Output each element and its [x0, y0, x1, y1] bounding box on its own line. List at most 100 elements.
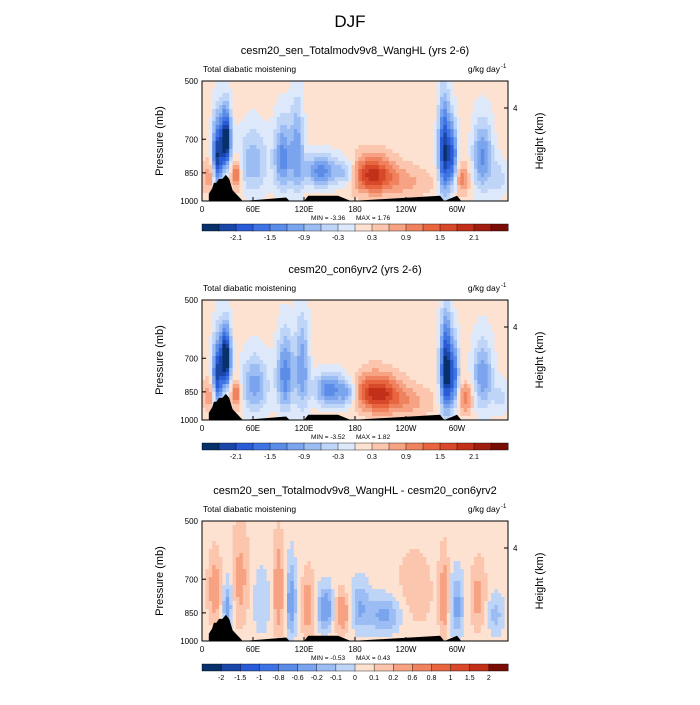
heatmap-cell [270, 308, 274, 312]
heatmap-cell [267, 412, 271, 416]
heatmap-cell [443, 404, 447, 408]
heatmap-cell [205, 304, 209, 308]
heatmap-cell [314, 408, 318, 412]
heatmap-cell [341, 157, 345, 161]
heatmap-cell [443, 320, 447, 324]
heatmap-cell [406, 404, 410, 408]
heatmap-cell [454, 304, 458, 308]
heatmap-cell [212, 117, 216, 121]
heatmap-cell [488, 185, 492, 189]
heatmap-cell [437, 149, 441, 153]
heatmap-cell [335, 344, 339, 348]
heatmap-cell [256, 105, 260, 109]
heatmap-cell [328, 169, 332, 173]
heatmap-cell [471, 101, 475, 105]
heatmap-cell [396, 177, 400, 181]
heatmap-cell [243, 125, 247, 129]
heatmap-cell [355, 109, 359, 113]
heatmap-cell [205, 324, 209, 328]
heatmap-cell [447, 93, 451, 97]
heatmap-cell [426, 173, 430, 177]
heatmap-cell [413, 145, 417, 149]
heatmap-cell [426, 161, 430, 165]
heatmap-cell [290, 89, 294, 93]
heatmap-cell [345, 324, 349, 328]
heatmap-cell [318, 177, 322, 181]
heatmap-cell [382, 308, 386, 312]
heatmap-cell [321, 380, 325, 384]
heatmap-cell [304, 304, 308, 308]
heatmap-cell [362, 81, 366, 85]
heatmap-cell [314, 153, 318, 157]
heatmap-cell [447, 312, 451, 316]
heatmap-cell [433, 97, 437, 101]
heatmap-cell [307, 129, 311, 133]
heatmap-cell [416, 336, 420, 340]
heatmap-cell [267, 161, 271, 165]
heatmap-cell [222, 93, 226, 97]
heatmap-cell [433, 304, 437, 308]
heatmap-cell [284, 352, 288, 356]
heatmap-cell [409, 105, 413, 109]
heatmap-cell [379, 157, 383, 161]
heatmap-cell [345, 380, 349, 384]
heatmap-cell [450, 93, 454, 97]
heatmap-cell [229, 344, 233, 348]
heatmap-cell [287, 336, 291, 340]
heatmap-cell [433, 137, 437, 141]
heatmap-cell [454, 153, 458, 157]
heatmap-cell [277, 181, 281, 185]
heatmap-cell [318, 344, 322, 348]
heatmap-cell [246, 149, 250, 153]
heatmap-cell [233, 392, 237, 396]
heatmap-cell [335, 400, 339, 404]
heatmap-cell [488, 161, 492, 165]
heatmap-cell [416, 380, 420, 384]
heatmap-cell [280, 105, 284, 109]
heatmap-cell [219, 113, 223, 117]
heatmap-cell [243, 137, 247, 141]
heatmap-cell [267, 173, 271, 177]
heatmap-cell [382, 304, 386, 308]
heatmap-cell [345, 153, 349, 157]
heatmap-cell [250, 165, 254, 169]
heatmap-cell [219, 368, 223, 372]
heatmap-cell [392, 360, 396, 364]
heatmap-cell [341, 316, 345, 320]
heatmap-cell [403, 193, 407, 197]
heatmap-cell [491, 177, 495, 181]
heatmap-cell [212, 396, 216, 400]
heatmap-cell [430, 336, 434, 340]
heatmap-cell [297, 185, 301, 189]
heatmap-cell [226, 137, 230, 141]
heatmap-cell [440, 149, 444, 153]
heatmap-cell [454, 129, 458, 133]
heatmap-cell [263, 165, 267, 169]
heatmap-cell [430, 356, 434, 360]
heatmap-cell [450, 328, 454, 332]
heatmap-cell [202, 153, 206, 157]
heatmap-cell [290, 340, 294, 344]
heatmap-cell [250, 169, 254, 173]
heatmap-cell [318, 348, 322, 352]
heatmap-cell [318, 356, 322, 360]
heatmap-cell [389, 312, 393, 316]
heatmap-cell [280, 312, 284, 316]
heatmap-cell [226, 161, 230, 165]
heatmap-cell [216, 356, 220, 360]
heatmap-cell [331, 153, 335, 157]
heatmap-cell [372, 400, 376, 404]
heatmap-cell [256, 129, 260, 133]
heatmap-cell [399, 125, 403, 129]
heatmap-cell [297, 181, 301, 185]
heatmap-cell [212, 312, 216, 316]
heatmap-cell [345, 320, 349, 324]
heatmap-cell [348, 336, 352, 340]
heatmap-cell [263, 133, 267, 137]
heatmap-cell [243, 392, 247, 396]
heatmap-cell [426, 81, 430, 85]
heatmap-cell [233, 173, 237, 177]
heatmap-cell [443, 340, 447, 344]
heatmap-cell [304, 173, 308, 177]
heatmap-cell [246, 125, 250, 129]
